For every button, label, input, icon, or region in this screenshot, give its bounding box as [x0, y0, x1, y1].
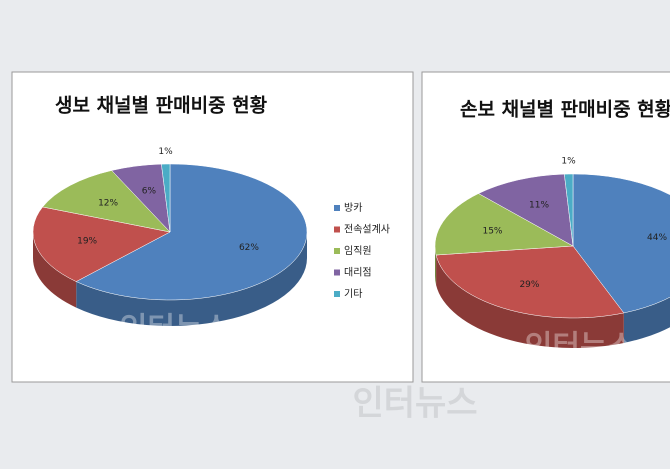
data-label: 1% [158, 147, 173, 157]
data-label: 11% [529, 201, 549, 211]
data-label: 29% [519, 280, 539, 290]
legend-label: 방카 [344, 202, 362, 214]
slice [161, 163, 171, 233]
legend-swatch [334, 269, 340, 276]
slice-side [33, 232, 77, 308]
chart: 생보 채널별 판매비중 현황 62% 19% 12% 6% 1% 방카전속설계사임직원대리점… [32, 94, 390, 347]
data-label: 1% [561, 157, 576, 167]
slice [42, 170, 171, 233]
data-label: 62% [239, 243, 259, 253]
legend-swatch [334, 291, 340, 297]
watermark: 인터뉴스 [120, 312, 230, 347]
slice [32, 206, 171, 282]
slice-side [435, 246, 437, 286]
slice-side [76, 232, 308, 326]
watermark: 인터뉴스 [525, 330, 635, 365]
data-label: 44% [647, 233, 667, 243]
chart: 손보 채널별 판매비중 현황 44% 29% 15% 11% 1% 인터뉴스 [434, 98, 670, 365]
legend-swatch [334, 248, 340, 254]
slice-side [623, 297, 670, 343]
slice-side [436, 255, 624, 348]
chart-title: 생보 채널별 판매비중 현황 [55, 94, 268, 117]
watermark: 인터뉴스 [352, 384, 477, 424]
legend-label: 전속설계사 [344, 224, 390, 236]
legend-swatch [334, 205, 340, 211]
data-label: 19% [77, 237, 97, 247]
data-label: 6% [142, 187, 157, 197]
legend-label: 임직원 [344, 244, 372, 257]
slice [75, 163, 308, 301]
legend-label: 대리점 [344, 267, 372, 279]
data-label: 15% [482, 226, 502, 236]
slice [435, 245, 625, 319]
slice [477, 173, 574, 247]
slice [434, 193, 574, 256]
slice [564, 173, 574, 247]
data-label: 12% [98, 199, 118, 209]
legend-label: 기타 [344, 288, 362, 300]
legend-swatch [334, 226, 340, 233]
chart-title: 손보 채널별 판매비중 현황 [460, 98, 670, 121]
slice [572, 173, 670, 314]
